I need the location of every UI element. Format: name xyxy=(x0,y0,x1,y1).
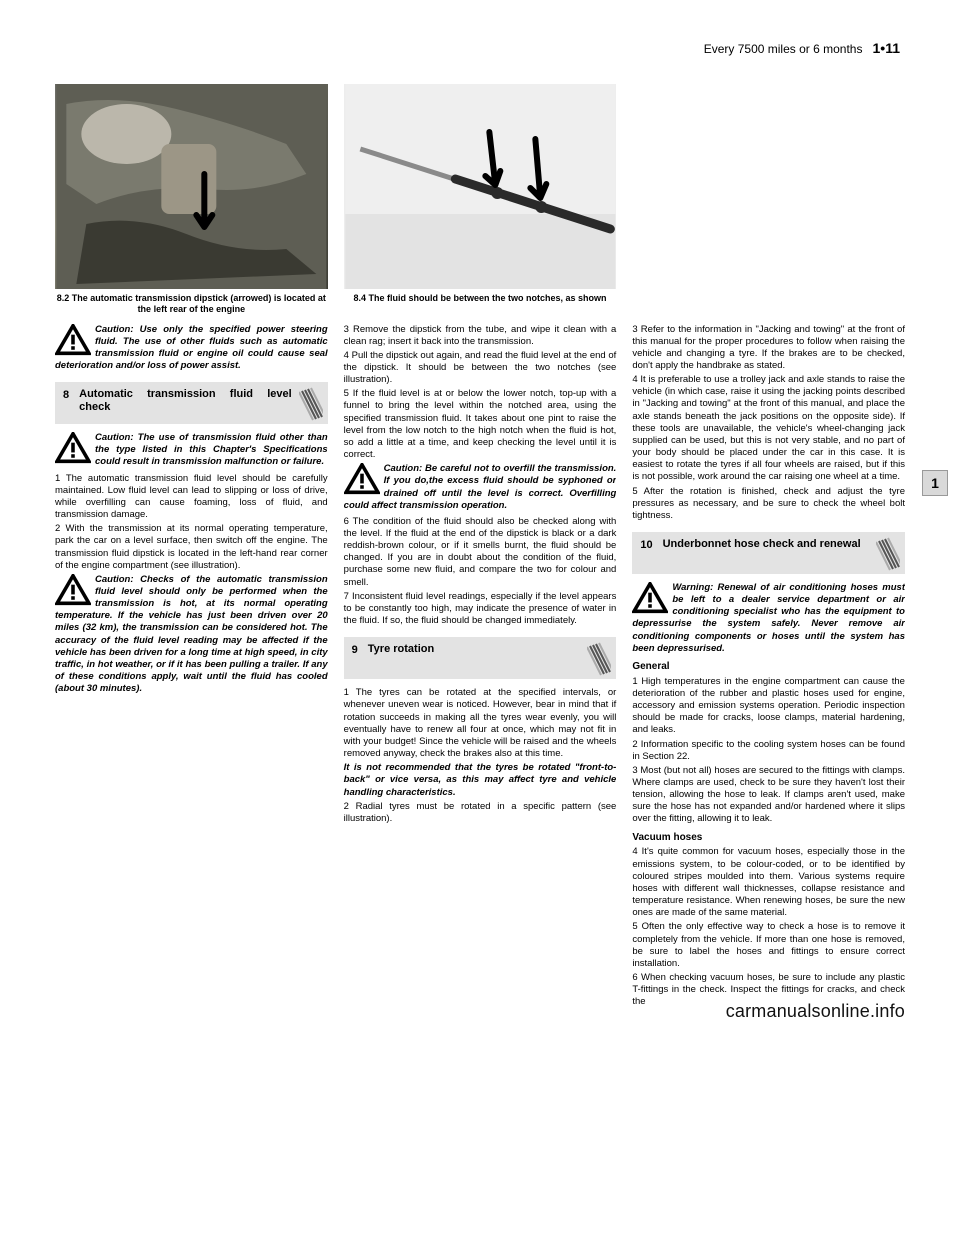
para-10-4: 4 It's quite common for vacuum hoses, es… xyxy=(632,846,905,919)
para-9-2: 2 Radial tyres must be rotated in a spec… xyxy=(344,801,617,825)
para-9-note: It is not recommended that the tyres be … xyxy=(344,762,617,798)
para-10-3: 3 Most (but not all) hoses are secured t… xyxy=(632,765,905,826)
para-8-4: 4 Pull the dipstick out again, and read … xyxy=(344,350,617,386)
section-10-num: 10 xyxy=(640,538,652,552)
spanner-icon xyxy=(299,386,323,426)
header-title: Every 7500 miles or 6 months xyxy=(704,42,863,56)
spanner-icon xyxy=(587,641,611,681)
para-9-5: 5 After the rotation is finished, check … xyxy=(632,486,905,522)
caution-overfill: Caution: Be careful not to overfill the … xyxy=(344,463,617,512)
caution-atf-hot: Caution: Checks of the automatic transmi… xyxy=(55,574,328,696)
section-9-num: 9 xyxy=(352,643,358,657)
para-8-5: 5 If the fluid level is at or below the … xyxy=(344,388,617,461)
section-8-bar: 8 Automatic transmission fluid level che… xyxy=(55,382,328,424)
section-9-bar: 9 Tyre rotation xyxy=(344,637,617,679)
para-8-2: 2 With the transmission at its normal op… xyxy=(55,523,328,572)
warning-icon xyxy=(55,324,91,356)
warning-icon xyxy=(632,582,668,614)
para-9-4: 4 It is preferable to use a trolley jack… xyxy=(632,374,905,483)
para-9-1: 1 The tyres can be rotated at the specif… xyxy=(344,687,617,760)
warning-icon xyxy=(55,432,91,464)
para-10-1: 1 High temperatures in the engine compar… xyxy=(632,676,905,737)
figure-8-2 xyxy=(55,84,328,289)
figure-8-4 xyxy=(344,84,617,289)
caution-atf-type: Caution: The use of transmission fluid o… xyxy=(55,432,328,468)
column-1: Caution: Use only the specified power st… xyxy=(55,324,328,1011)
watermark: carmanualsonline.info xyxy=(726,1001,905,1022)
section-10-bar: 10 Underbonnet hose check and renewal xyxy=(632,532,905,574)
figure-8-2-caption: 8.2 The automatic transmission dipstick … xyxy=(55,293,328,316)
column-3: 3 Refer to the information in "Jacking a… xyxy=(632,324,905,1011)
page-number: 1•11 xyxy=(873,40,901,56)
section-10-title: Underbonnet hose check and renewal xyxy=(663,538,897,551)
para-10-5: 5 Often the only effective way to check … xyxy=(632,921,905,970)
subhead-vacuum: Vacuum hoses xyxy=(632,832,905,845)
para-10-2: 2 Information specific to the cooling sy… xyxy=(632,739,905,763)
warning-ac-hoses: Warning: Renewal of air conditioning hos… xyxy=(632,582,905,655)
para-8-1: 1 The automatic transmission fluid level… xyxy=(55,473,328,522)
spanner-icon xyxy=(876,536,900,576)
column-2: 3 Remove the dipstick from the tube, and… xyxy=(344,324,617,1011)
warning-icon xyxy=(344,463,380,495)
section-8-num: 8 xyxy=(63,388,69,402)
para-9-3: 3 Refer to the information in "Jacking a… xyxy=(632,324,905,373)
para-8-3: 3 Remove the dipstick from the tube, and… xyxy=(344,324,617,348)
warning-icon xyxy=(55,574,91,606)
section-8-title: Automatic transmission fluid level check xyxy=(79,388,320,414)
section-9-title: Tyre rotation xyxy=(368,643,609,656)
chapter-tab: 1 xyxy=(922,470,948,496)
figure-8-4-caption: 8.4 The fluid should be between the two … xyxy=(344,293,617,304)
caution-ps-fluid: Caution: Use only the specified power st… xyxy=(55,324,328,373)
para-8-6: 6 The condition of the fluid should also… xyxy=(344,516,617,589)
subhead-general: General xyxy=(632,661,905,674)
para-8-7: 7 Inconsistent fluid level readings, esp… xyxy=(344,591,617,627)
